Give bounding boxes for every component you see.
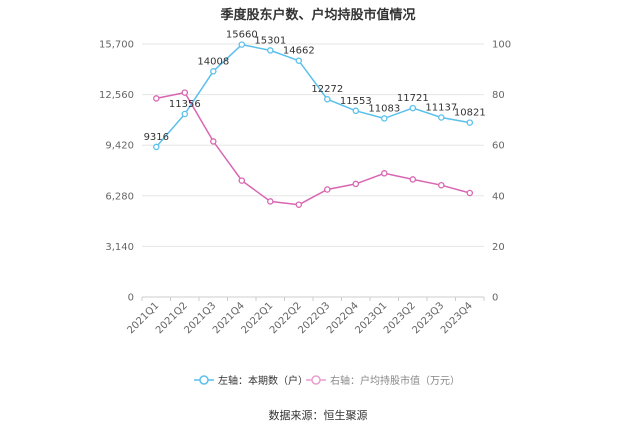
series-layer <box>153 41 474 208</box>
data-label-shareholders: 14662 <box>283 46 315 57</box>
data-labels: 9316113561400815660153011466212272115531… <box>144 30 486 143</box>
data-point-shareholders[interactable] <box>352 107 360 115</box>
data-label-shareholders: 14008 <box>197 56 229 67</box>
left-axis-tick-label: 9,420 <box>105 141 134 152</box>
data-point-shareholders[interactable] <box>210 68 217 75</box>
data-point-shareholders[interactable] <box>409 104 417 112</box>
data-point-market-value[interactable] <box>210 138 217 145</box>
right-axis-tick-label: 0 <box>492 293 498 304</box>
data-label-shareholders: 11137 <box>425 103 457 114</box>
data-label-shareholders: 15301 <box>254 35 286 46</box>
data-point-shareholders[interactable] <box>238 41 246 48</box>
left-axis-tick-label: 12,560 <box>99 90 134 101</box>
x-axis-tick-label: 2023Q4 <box>439 300 475 336</box>
right-axis-tick-label: 20 <box>492 242 505 253</box>
data-label-shareholders: 9316 <box>144 132 169 143</box>
left-axis-tick-label: 6,280 <box>105 191 134 202</box>
data-point-shareholders[interactable] <box>324 95 331 103</box>
right-axis-tick-label: 80 <box>492 90 505 101</box>
data-point-shareholders[interactable] <box>267 47 274 54</box>
data-point-market-value[interactable] <box>324 186 331 193</box>
data-label-shareholders: 11553 <box>340 96 372 107</box>
left-axis: 0 3,140 6,280 9,420 12,560 15,700 <box>99 40 134 304</box>
data-point-shareholders[interactable] <box>295 57 303 64</box>
legend-marker-right-series <box>311 375 321 385</box>
data-point-market-value[interactable] <box>381 170 388 177</box>
data-point-shareholders[interactable] <box>381 115 388 122</box>
data-point-market-value[interactable] <box>267 198 274 205</box>
data-point-shareholders[interactable] <box>466 119 474 126</box>
data-source: 数据来源：恒生聚源 <box>269 408 368 422</box>
right-axis: 0 20 40 60 80 100 <box>492 40 511 304</box>
data-label-shareholders: 11083 <box>368 103 400 114</box>
right-axis-tick-label: 40 <box>492 191 505 202</box>
data-point-market-value[interactable] <box>352 180 360 188</box>
data-label-shareholders: 12272 <box>311 84 343 95</box>
data-point-market-value[interactable] <box>466 189 474 197</box>
data-point-market-value[interactable] <box>153 95 160 102</box>
data-point-shareholders[interactable] <box>181 110 189 118</box>
left-axis-tick-label: 3,140 <box>105 242 134 253</box>
data-point-market-value[interactable] <box>238 177 246 184</box>
series-line-shareholders <box>155 43 470 148</box>
chart-title: 季度股东户数、户均持股市值情况 <box>219 7 415 23</box>
data-label-shareholders: 11721 <box>397 93 429 104</box>
right-axis-tick-label: 100 <box>492 40 511 51</box>
data-point-market-value[interactable] <box>181 89 189 96</box>
gridlines <box>142 43 484 298</box>
x-axis: 2021Q12021Q22021Q32021Q42022Q12022Q22022… <box>126 297 485 336</box>
legend-marker-left-series <box>199 375 209 385</box>
left-axis-tick-label: 15,700 <box>99 40 134 51</box>
legend: 左轴：本期数（户） 右轴：户均持股市值（万元） <box>194 374 460 387</box>
legend-label-right-series: 右轴：户均持股市值（万元） <box>330 374 460 387</box>
data-point-market-value[interactable] <box>409 176 417 183</box>
left-axis-tick-label: 0 <box>128 293 134 304</box>
data-point-market-value[interactable] <box>438 181 445 189</box>
data-label-shareholders: 10821 <box>454 108 486 119</box>
data-point-shareholders[interactable] <box>438 114 445 121</box>
data-point-market-value[interactable] <box>295 201 303 208</box>
data-point-shareholders[interactable] <box>153 143 160 151</box>
data-label-shareholders: 11356 <box>169 99 201 110</box>
legend-item-left-series[interactable]: 左轴：本期数（户） <box>194 374 308 387</box>
legend-item-right-series[interactable]: 右轴：户均持股市值（万元） <box>306 374 460 387</box>
right-axis-tick-label: 60 <box>492 141 505 152</box>
data-label-shareholders: 15660 <box>226 30 258 41</box>
series-line-market-value <box>156 91 470 206</box>
legend-label-left-series: 左轴：本期数（户） <box>218 374 308 387</box>
